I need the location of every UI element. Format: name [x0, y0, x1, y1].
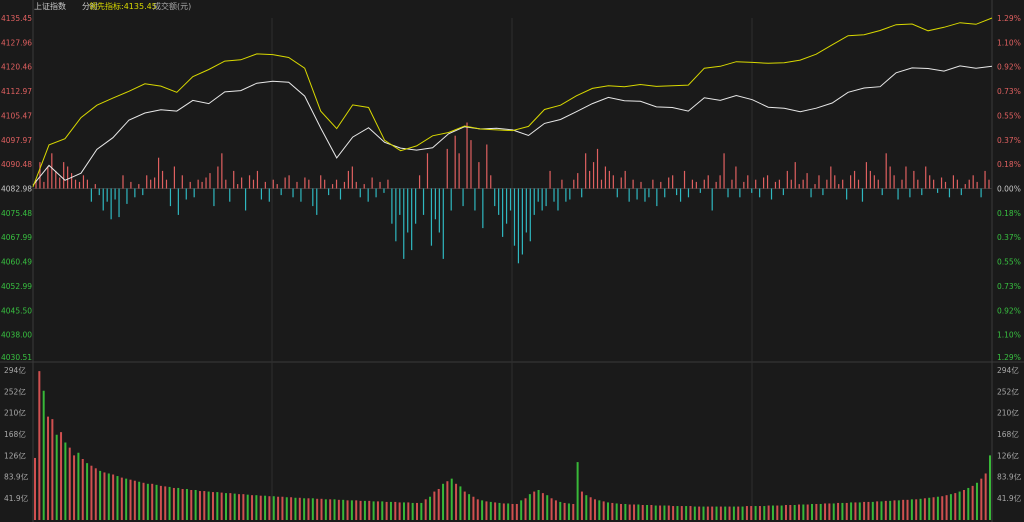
- vol-tick-left-6: 41.9亿: [4, 493, 29, 503]
- lead-bars: [35, 122, 990, 264]
- y-tick-left-0: 4135.45: [1, 14, 32, 23]
- y-tick-right-13: 1.10%: [997, 331, 1021, 340]
- y-tick-right-7: 0.00%: [997, 185, 1021, 194]
- lead-indicator-label: 领先指标:4135.45: [89, 1, 157, 11]
- lead-indicator-value: 4135.45: [124, 2, 157, 11]
- y-tick-right-8: 0.18%: [997, 209, 1021, 218]
- lead-indicator-line: [32, 17, 993, 187]
- y-tick-right-2: 0.92%: [997, 63, 1021, 72]
- vol-tick-right-1: 252亿: [997, 386, 1019, 396]
- vol-tick-right-0: 294亿: [997, 365, 1019, 375]
- y-tick-right-10: 0.55%: [997, 258, 1021, 267]
- vol-tick-left-5: 83.9亿: [4, 472, 29, 482]
- volume-label: 成交额(元): [153, 1, 191, 11]
- index-price-line: [32, 65, 993, 186]
- y-tick-left-5: 4097.97: [1, 136, 32, 145]
- y-tick-left-13: 4038.00: [1, 331, 32, 340]
- vol-tick-right-5: 83.9亿: [997, 472, 1022, 482]
- y-tick-left-10: 4060.49: [1, 258, 32, 267]
- y-tick-left-7: 4082.98: [1, 185, 32, 194]
- y-tick-left-6: 4090.48: [1, 160, 32, 169]
- price-lines: [32, 17, 993, 187]
- vol-tick-right-3: 168亿: [997, 429, 1019, 439]
- y-tick-right-14: 1.29%: [997, 353, 1021, 362]
- vol-tick-left-0: 294亿: [4, 365, 26, 375]
- vol-tick-right-4: 126亿: [997, 450, 1019, 460]
- vol-tick-left-1: 252亿: [4, 386, 26, 396]
- y-tick-right-9: 0.37%: [997, 233, 1021, 242]
- y-tick-right-1: 1.10%: [997, 38, 1021, 47]
- lead-indicator-name: 领先指标:: [89, 1, 124, 11]
- tab-time-sharing[interactable]: 分时: [82, 1, 98, 11]
- y-tick-right-6: 0.18%: [997, 160, 1021, 169]
- y-tick-right-3: 0.73%: [997, 87, 1021, 96]
- y-tick-right-5: 0.37%: [997, 136, 1021, 145]
- y-tick-left-14: 4030.51: [1, 353, 32, 362]
- y-tick-right-0: 1.29%: [997, 14, 1021, 23]
- chart-header: 上证指数 分时 领先指标:4135.45 成交额(元): [34, 1, 191, 11]
- y-tick-right-4: 0.55%: [997, 111, 1021, 120]
- vol-tick-left-3: 168亿: [4, 429, 26, 439]
- y-tick-left-9: 4067.99: [1, 233, 32, 242]
- y-tick-right-12: 0.92%: [997, 306, 1021, 315]
- y-tick-left-1: 4127.96: [1, 38, 32, 47]
- vol-tick-left-4: 126亿: [4, 450, 26, 460]
- axis-ticks: 4135.45 4127.96 4120.46 4112.97 4105.47 4097.…: [1, 14, 1022, 503]
- y-tick-left-4: 4105.47: [1, 111, 32, 120]
- vol-tick-right-6: 41.9亿: [997, 493, 1022, 503]
- vol-tick-right-2: 210亿: [997, 408, 1019, 418]
- y-tick-left-12: 4045.50: [1, 306, 32, 315]
- y-tick-left-11: 4052.99: [1, 282, 32, 291]
- y-tick-left-3: 4112.97: [1, 87, 32, 96]
- y-tick-left-8: 4075.48: [1, 209, 32, 218]
- y-tick-right-11: 0.73%: [997, 282, 1021, 291]
- y-tick-left-2: 4120.46: [1, 63, 32, 72]
- vol-tick-left-2: 210亿: [4, 408, 26, 418]
- volume-bars: [34, 371, 991, 520]
- index-name-label[interactable]: 上证指数: [34, 1, 66, 11]
